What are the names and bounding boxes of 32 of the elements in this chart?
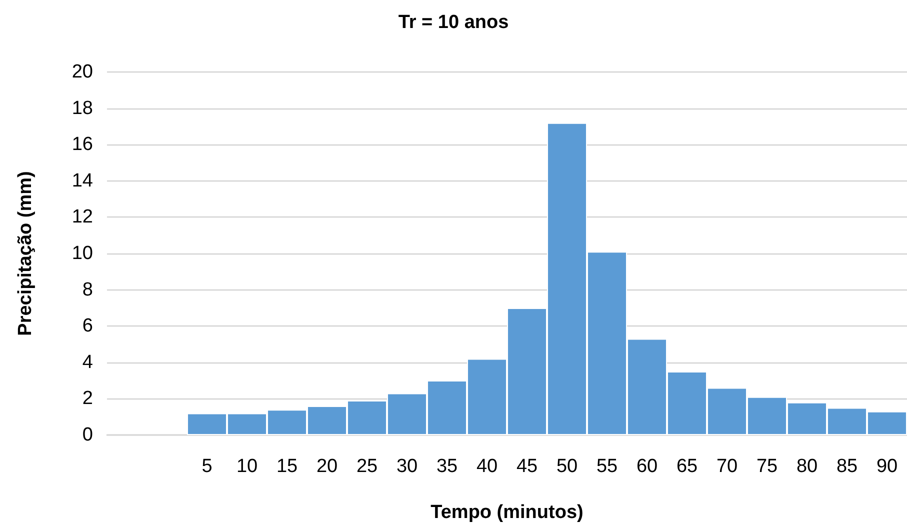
y-tick-label: 2 [82,388,93,410]
y-tick-label: 20 [72,62,93,82]
x-tick-label: 15 [276,456,298,477]
x-tick-label: 40 [476,456,498,477]
y-tick-label: 14 [72,170,94,192]
x-tick-label: 75 [756,456,778,477]
x-tick-label: 70 [716,456,738,477]
x-tick-label: 35 [436,456,458,477]
y-axis-title: Precipitação (mm) [15,171,36,336]
y-tick-label: 0 [82,424,93,446]
x-tick-label: 85 [836,456,858,477]
x-tick-label: 55 [596,456,618,477]
x-tick-label: 50 [556,456,578,477]
x-tick-label: 10 [236,456,258,477]
x-tick-label: 60 [636,456,658,477]
x-tick-label: 25 [356,456,378,477]
x-tick-label: 90 [876,456,898,477]
y-tick-label: 12 [72,206,93,228]
y-tick-label: 6 [82,316,93,337]
x-tick-label: 45 [516,456,538,477]
x-tick-label: 5 [202,456,212,477]
x-axis-title: Tempo (minutos) [430,502,584,523]
x-tick-label: 30 [396,456,418,477]
y-tick-label: 18 [72,98,93,119]
y-tick-label: 10 [72,243,93,264]
x-tick-label: 80 [796,456,818,477]
x-tick-label: 65 [676,456,698,477]
x-tick-label: 20 [316,456,338,477]
y-tick-label: 4 [82,352,94,373]
chart-title: Tr = 10 anos [398,12,509,33]
y-tick-label: 16 [72,134,93,156]
y-tick-label: 8 [82,279,93,300]
